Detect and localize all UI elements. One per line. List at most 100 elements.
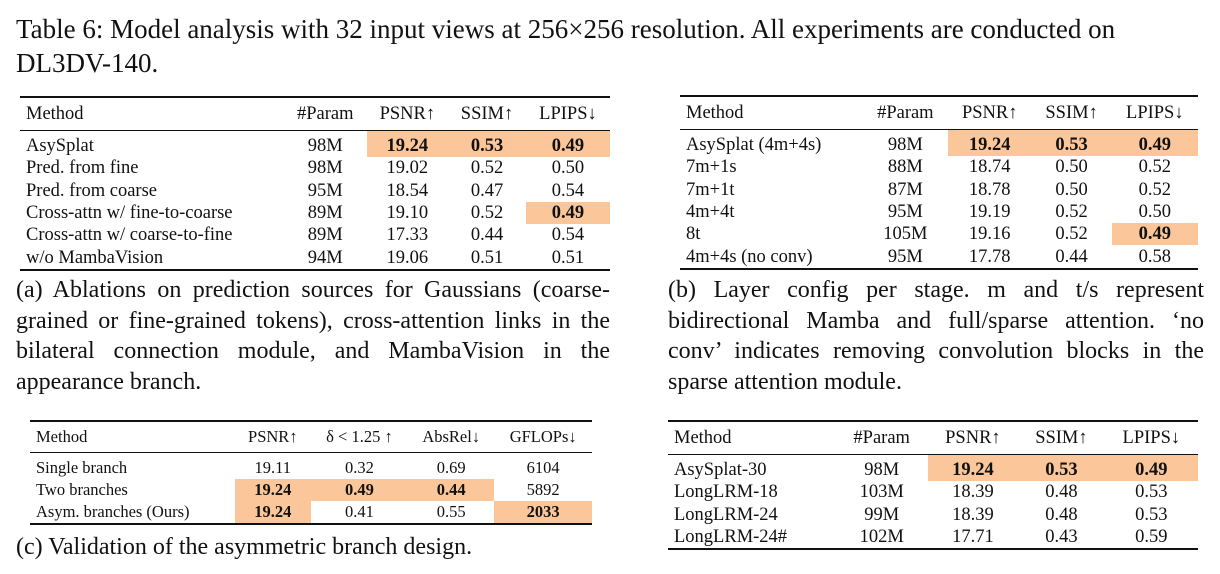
value-cell: 87M — [887, 179, 923, 200]
value-cell: 18.39 — [952, 504, 994, 525]
value-cell: 19.19 — [968, 202, 1011, 223]
value-cell: 0.52 — [470, 203, 504, 224]
value-cell: 89M — [307, 225, 343, 246]
value-cell: 88M — [887, 157, 923, 178]
column-header: PSNR↑ — [945, 427, 1001, 448]
column-header: #Param — [877, 102, 934, 123]
value-cell: 95M — [887, 246, 923, 267]
value-cell: 89M — [307, 203, 343, 224]
value-cell: 95M — [887, 202, 923, 223]
value-cell: 0.52 — [1055, 202, 1088, 223]
value-cell: 103M — [859, 482, 904, 503]
value-cell: 0.44 — [408, 479, 495, 501]
method-cell: 8t — [686, 224, 701, 245]
method-cell: Two branches — [36, 480, 128, 499]
value-cell: 19.24 — [234, 501, 311, 524]
value-cell: 0.49 — [525, 201, 610, 225]
value-cell: 0.50 — [1055, 157, 1088, 178]
value-cell: 0.54 — [551, 225, 585, 246]
value-cell: 98M — [864, 460, 900, 481]
method-cell: AsySplat-30 — [674, 460, 767, 481]
value-cell: 19.24 — [366, 130, 449, 158]
column-header: PSNR↑ — [379, 103, 436, 124]
value-cell: 18.54 — [386, 180, 429, 201]
value-cell: 0.53 — [1018, 454, 1105, 482]
value-cell: 98M — [307, 136, 343, 157]
column-header: PSNR↑ — [961, 102, 1018, 123]
value-cell: 0.50 — [1138, 202, 1171, 223]
column-header: Method — [674, 427, 732, 448]
value-cell: 0.49 — [525, 130, 610, 158]
method-cell: LongLRM-24# — [674, 527, 788, 548]
value-cell: 19.24 — [927, 454, 1019, 482]
value-cell: 0.51 — [470, 247, 504, 268]
value-cell: 0.50 — [551, 158, 585, 179]
value-cell: 0.58 — [1138, 246, 1171, 267]
value-cell: 19.10 — [386, 203, 429, 224]
value-cell: 0.32 — [345, 458, 374, 477]
method-cell: Single branch — [36, 458, 128, 477]
table-row: LongLRM-24 99M 18.39 0.48 0.53 — [668, 504, 1198, 526]
value-cell: 0.52 — [1055, 224, 1088, 245]
value-cell: 0.55 — [436, 502, 466, 521]
value-cell: 0.43 — [1045, 527, 1078, 548]
table-row: Two branches 19.24 0.49 0.44 5892 — [30, 479, 592, 501]
value-cell: 0.44 — [1055, 246, 1088, 267]
column-header: PSNR↑ — [248, 427, 298, 446]
caption-c: (c) Validation of the asymmetric branch … — [16, 534, 473, 560]
method-cell: Pred. from fine — [26, 158, 139, 179]
value-cell: 0.50 — [1055, 179, 1088, 200]
column-header: SSIM↑ — [1035, 427, 1088, 448]
table-row: Cross-attn w/ coarse-to-fine 89M 17.33 0.44… — [20, 224, 610, 246]
value-cell: 2033 — [494, 501, 592, 524]
value-cell: 0.53 — [448, 130, 526, 158]
table-row: 4m+4s (no conv) 95M 17.78 0.44 0.58 — [680, 245, 1198, 268]
method-cell: AsySplat (4m+4s) — [686, 135, 822, 156]
table-row: Single branch 19.11 0.32 0.69 6104 — [30, 453, 592, 480]
method-cell: AsySplat — [26, 136, 94, 157]
value-cell: 0.49 — [310, 479, 409, 501]
value-cell: 102M — [859, 527, 904, 548]
value-cell: 0.49 — [1111, 223, 1198, 246]
value-cell: 17.78 — [968, 246, 1011, 267]
value-cell: 5892 — [526, 480, 560, 499]
table-c: Method PSNR↑ δ < 1.25 ↑ AbsRel↓ GFLOPs↓ Singl… — [30, 420, 592, 525]
column-header: LPIPS↓ — [539, 103, 597, 124]
method-cell: LongLRM-24 — [674, 504, 778, 525]
table-row: w/o MambaVision 94M 19.06 0.51 0.51 — [20, 246, 610, 269]
method-cell: Cross-attn w/ fine-to-coarse — [26, 203, 233, 224]
table-title: Table 6: Model analysis with 32 input vi… — [16, 14, 1116, 78]
value-cell: 95M — [307, 180, 343, 201]
method-cell: LongLRM-18 — [674, 482, 778, 503]
table-row: Asym. branches (Ours) 19.24 0.41 0.55 2033 — [30, 501, 592, 524]
value-cell: 0.52 — [1138, 157, 1171, 178]
value-cell: 0.48 — [1045, 482, 1078, 503]
table-row: Pred. from coarse 95M 18.54 0.47 0.54 — [20, 180, 610, 202]
value-cell: 19.24 — [234, 479, 311, 501]
table-row: 4m+4t 95M 19.19 0.52 0.50 — [680, 201, 1198, 223]
column-header: SSIM↑ — [1045, 102, 1098, 123]
table-row: LongLRM-24# 102M 17.71 0.43 0.59 — [668, 526, 1198, 549]
method-cell: Pred. from coarse — [26, 180, 157, 201]
method-cell: 4m+4s (no conv) — [686, 246, 813, 267]
column-header: AbsRel↓ — [422, 427, 481, 446]
table-row: AsySplat-30 98M 19.24 0.53 0.49 — [668, 454, 1198, 482]
table-d: Method #Param PSNR↑ SSIM↑ LPIPS↓ AsySplat-30 9… — [668, 420, 1198, 550]
table-row: LongLRM-18 103M 18.39 0.48 0.53 — [668, 481, 1198, 503]
value-cell: 19.11 — [254, 458, 292, 477]
caption-a: (a) Ablations on prediction sources for … — [16, 277, 610, 395]
value-cell: 0.69 — [436, 458, 466, 477]
value-cell: 105M — [883, 224, 928, 245]
column-header: LPIPS↓ — [1122, 427, 1181, 448]
value-cell: 0.52 — [470, 158, 504, 179]
value-cell: 0.54 — [551, 180, 585, 201]
table-row: Pred. from fine 98M 19.02 0.52 0.50 — [20, 157, 610, 179]
value-cell: 17.71 — [952, 527, 994, 548]
value-cell: 18.39 — [952, 482, 994, 503]
value-cell: 98M — [887, 135, 923, 156]
method-cell: 7m+1t — [686, 179, 735, 200]
column-header: Method — [36, 427, 88, 446]
method-cell: 4m+4t — [686, 202, 735, 223]
column-header: #Param — [296, 103, 354, 124]
value-cell: 94M — [307, 247, 343, 268]
